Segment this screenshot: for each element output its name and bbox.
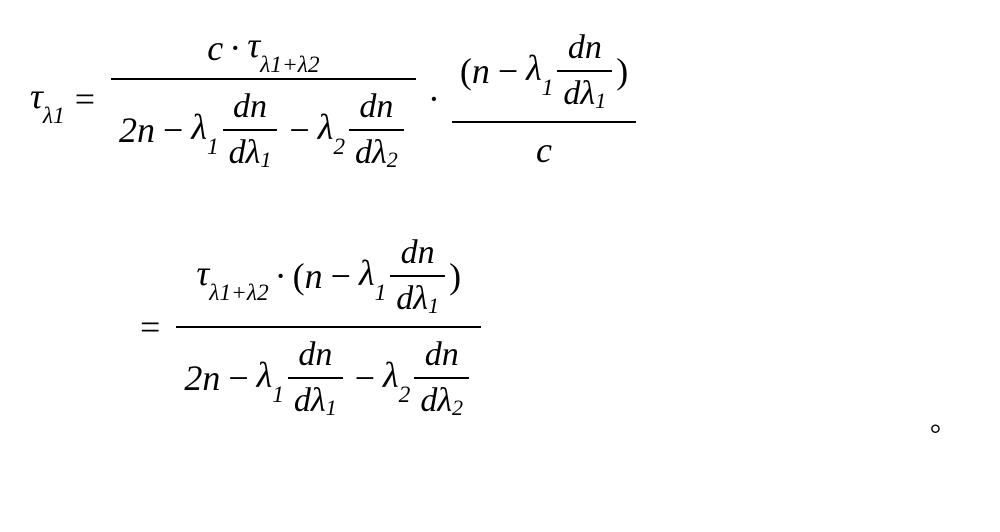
minus-1a: − (163, 109, 183, 151)
two-n-2: 2n (184, 357, 220, 399)
frac3-bar (176, 326, 481, 328)
lambda1-3: λ1 (359, 252, 386, 300)
lparen-1: ( (460, 50, 472, 92)
dot-3: · (275, 255, 287, 297)
dn-dl1-1: dn dλ1 (223, 86, 278, 174)
dn-dl2-2: dn dλ2 (414, 334, 469, 422)
frac1-den: 2n − λ1 dn dλ1 − λ2 dn dλ2 (111, 82, 416, 178)
lambda1-4: λ1 (257, 354, 284, 402)
minus-1b: − (289, 109, 309, 151)
dn-3: dn (395, 232, 441, 274)
equals-2: = (140, 306, 160, 348)
n-2: n (305, 255, 323, 297)
lambda1-2: λ1 (526, 47, 553, 95)
dn-2: dn (562, 27, 608, 69)
period-mark: 。 (930, 400, 958, 440)
dot-1: · (229, 27, 241, 69)
dot-2: · (428, 78, 440, 120)
frac2-num: ( n − λ1 dn dλ1 ) (452, 23, 636, 119)
rparen-1: ) (616, 50, 628, 92)
dn-dl1-3: dn dλ1 (390, 232, 445, 320)
lhs-tau: τλ1 (30, 75, 65, 123)
dl1-1a: dλ1 (223, 132, 278, 174)
frac2-den: c (528, 125, 560, 175)
fraction-3: τλ1+λ2 · ( n − λ1 dn dλ1 ) 2n − λ1 dn (176, 228, 481, 426)
two-n-1: 2n (119, 109, 155, 151)
dn-dl1-4: dn dλ1 (288, 334, 343, 422)
equation-line-2: = τλ1+λ2 · ( n − λ1 dn dλ1 ) 2n − λ1 (130, 228, 642, 426)
frac1-bar (111, 78, 416, 80)
c-2: c (536, 129, 552, 171)
lparen-2: ( (293, 255, 305, 297)
minus-4a: − (228, 357, 248, 399)
dn-1a: dn (227, 86, 273, 128)
frac3-den: 2n − λ1 dn dλ1 − λ2 dn dλ2 (176, 330, 481, 426)
tau-12-2: τλ1+λ2 (196, 252, 268, 300)
dn-4a: dn (292, 334, 338, 376)
rparen-2: ) (449, 255, 461, 297)
dn-dl2-1: dn dλ2 (349, 86, 404, 174)
dl1-2: dλ1 (557, 73, 612, 115)
equation-block: τλ1 = c · τλ1+λ2 2n − λ1 dn dλ1 − λ2 (30, 20, 642, 476)
dn-dl1-2: dn dλ1 (557, 27, 612, 115)
equation-line-1: τλ1 = c · τλ1+λ2 2n − λ1 dn dλ1 − λ2 (30, 20, 642, 178)
lambda2-2: λ2 (383, 354, 410, 402)
dn-1b: dn (353, 86, 399, 128)
frac2-bar (452, 121, 636, 123)
dl2-2: dλ2 (414, 380, 469, 422)
tau-12-1: τλ1+λ2 (247, 24, 319, 72)
frac3-num: τλ1+λ2 · ( n − λ1 dn dλ1 ) (188, 228, 469, 324)
lambda1-1: λ1 (191, 106, 218, 154)
lambda2-1: λ2 (318, 106, 345, 154)
dn-4b: dn (419, 334, 465, 376)
dl2-1: dλ2 (349, 132, 404, 174)
equals-1: = (75, 78, 95, 120)
fraction-1: c · τλ1+λ2 2n − λ1 dn dλ1 − λ2 dn (111, 20, 416, 178)
dl1-3: dλ1 (390, 278, 445, 320)
fraction-2: ( n − λ1 dn dλ1 ) c (452, 23, 636, 175)
n-1: n (472, 50, 490, 92)
minus-4b: − (355, 357, 375, 399)
dl1-4: dλ1 (288, 380, 343, 422)
c-1: c (207, 27, 223, 69)
minus-2: − (498, 50, 518, 92)
frac1-num: c · τλ1+λ2 (199, 20, 327, 76)
minus-3: − (331, 255, 351, 297)
